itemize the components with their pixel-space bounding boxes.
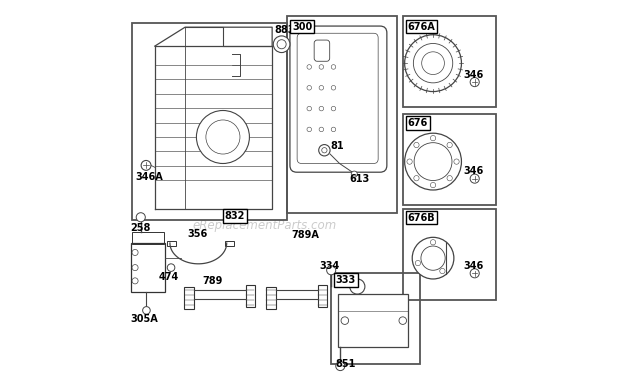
Text: 334: 334 <box>319 261 340 271</box>
Circle shape <box>440 268 445 274</box>
Circle shape <box>319 127 324 132</box>
Text: 300: 300 <box>292 22 312 32</box>
Text: 883: 883 <box>275 25 295 35</box>
Circle shape <box>319 106 324 111</box>
Circle shape <box>132 264 138 271</box>
Circle shape <box>331 86 336 90</box>
Circle shape <box>319 65 324 69</box>
Text: 474: 474 <box>159 272 179 282</box>
Circle shape <box>307 127 311 132</box>
Circle shape <box>405 133 461 190</box>
Circle shape <box>197 111 249 163</box>
Bar <box>287 16 397 213</box>
Circle shape <box>421 246 445 270</box>
Circle shape <box>319 86 324 90</box>
Text: 356: 356 <box>187 228 207 239</box>
Bar <box>246 285 255 307</box>
Circle shape <box>331 65 336 69</box>
Text: 346: 346 <box>463 261 484 271</box>
Bar <box>331 273 420 364</box>
Bar <box>403 16 495 107</box>
Circle shape <box>136 213 145 222</box>
Circle shape <box>470 269 479 278</box>
Text: 346: 346 <box>463 166 484 176</box>
Circle shape <box>277 40 286 49</box>
Circle shape <box>307 106 311 111</box>
Bar <box>184 287 194 309</box>
Circle shape <box>414 142 452 180</box>
Bar <box>131 243 166 292</box>
Bar <box>132 232 164 244</box>
Circle shape <box>447 142 453 148</box>
Text: 676: 676 <box>408 118 428 128</box>
Circle shape <box>322 147 327 153</box>
Circle shape <box>143 307 150 314</box>
Text: 333: 333 <box>336 275 356 285</box>
Bar <box>403 209 495 300</box>
Circle shape <box>470 174 479 183</box>
Text: 346A: 346A <box>135 172 163 182</box>
Bar <box>403 114 495 205</box>
Bar <box>132 24 287 220</box>
Text: 613: 613 <box>350 174 370 184</box>
Bar <box>317 285 327 307</box>
Text: 346: 346 <box>463 70 484 79</box>
Bar <box>267 287 276 309</box>
Circle shape <box>422 52 445 74</box>
Circle shape <box>167 264 175 271</box>
Text: 789A: 789A <box>291 230 319 241</box>
Circle shape <box>352 171 357 177</box>
Text: 789: 789 <box>202 276 223 286</box>
Circle shape <box>141 160 151 170</box>
Text: 832: 832 <box>225 211 245 221</box>
Circle shape <box>415 260 420 266</box>
Circle shape <box>331 106 336 111</box>
Circle shape <box>430 240 436 245</box>
Circle shape <box>405 35 461 92</box>
Text: 676A: 676A <box>408 22 435 32</box>
Circle shape <box>273 36 290 52</box>
Text: eReplacementParts.com: eReplacementParts.com <box>192 220 337 233</box>
Circle shape <box>430 136 436 141</box>
Circle shape <box>414 142 419 148</box>
Bar <box>339 294 409 347</box>
Circle shape <box>470 78 479 87</box>
Text: 258: 258 <box>130 223 151 233</box>
Circle shape <box>132 278 138 284</box>
Circle shape <box>399 317 407 325</box>
Circle shape <box>407 159 412 164</box>
Text: 81: 81 <box>330 141 343 152</box>
Circle shape <box>414 176 419 181</box>
Text: 676B: 676B <box>408 213 435 223</box>
Bar <box>167 241 176 246</box>
Circle shape <box>331 127 336 132</box>
Circle shape <box>132 249 138 255</box>
Circle shape <box>327 266 336 275</box>
Circle shape <box>447 176 453 181</box>
Circle shape <box>430 182 436 188</box>
FancyBboxPatch shape <box>290 26 387 172</box>
Text: 305A: 305A <box>130 314 158 324</box>
Circle shape <box>307 86 311 90</box>
Circle shape <box>336 361 345 370</box>
Circle shape <box>412 238 454 279</box>
Circle shape <box>319 144 330 156</box>
Bar <box>225 241 234 246</box>
Circle shape <box>341 317 348 325</box>
Circle shape <box>454 159 459 164</box>
Circle shape <box>307 65 311 69</box>
Circle shape <box>414 43 453 83</box>
Text: 851: 851 <box>335 359 355 369</box>
